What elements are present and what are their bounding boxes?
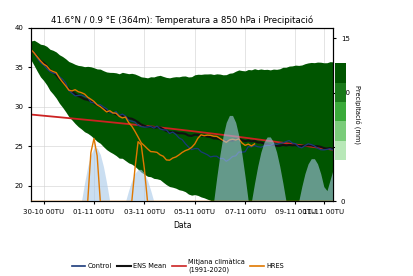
X-axis label: Data: Data [173,221,191,230]
Title: 41.6°N / 0.9 °E (364m): Temperatura a 850 hPa i Precipitació: 41.6°N / 0.9 °E (364m): Temperatura a 85… [51,16,313,25]
Bar [335,121,345,141]
Bar [335,102,345,121]
Bar [335,141,345,160]
Bar [335,83,345,102]
Bar [335,63,345,83]
Y-axis label: Precipitació (mm): Precipitació (mm) [353,85,360,144]
Legend: Control, ENS Mean, Mitjana climàtica
(1991-2020), HRES: Control, ENS Mean, Mitjana climàtica (19… [69,256,286,275]
